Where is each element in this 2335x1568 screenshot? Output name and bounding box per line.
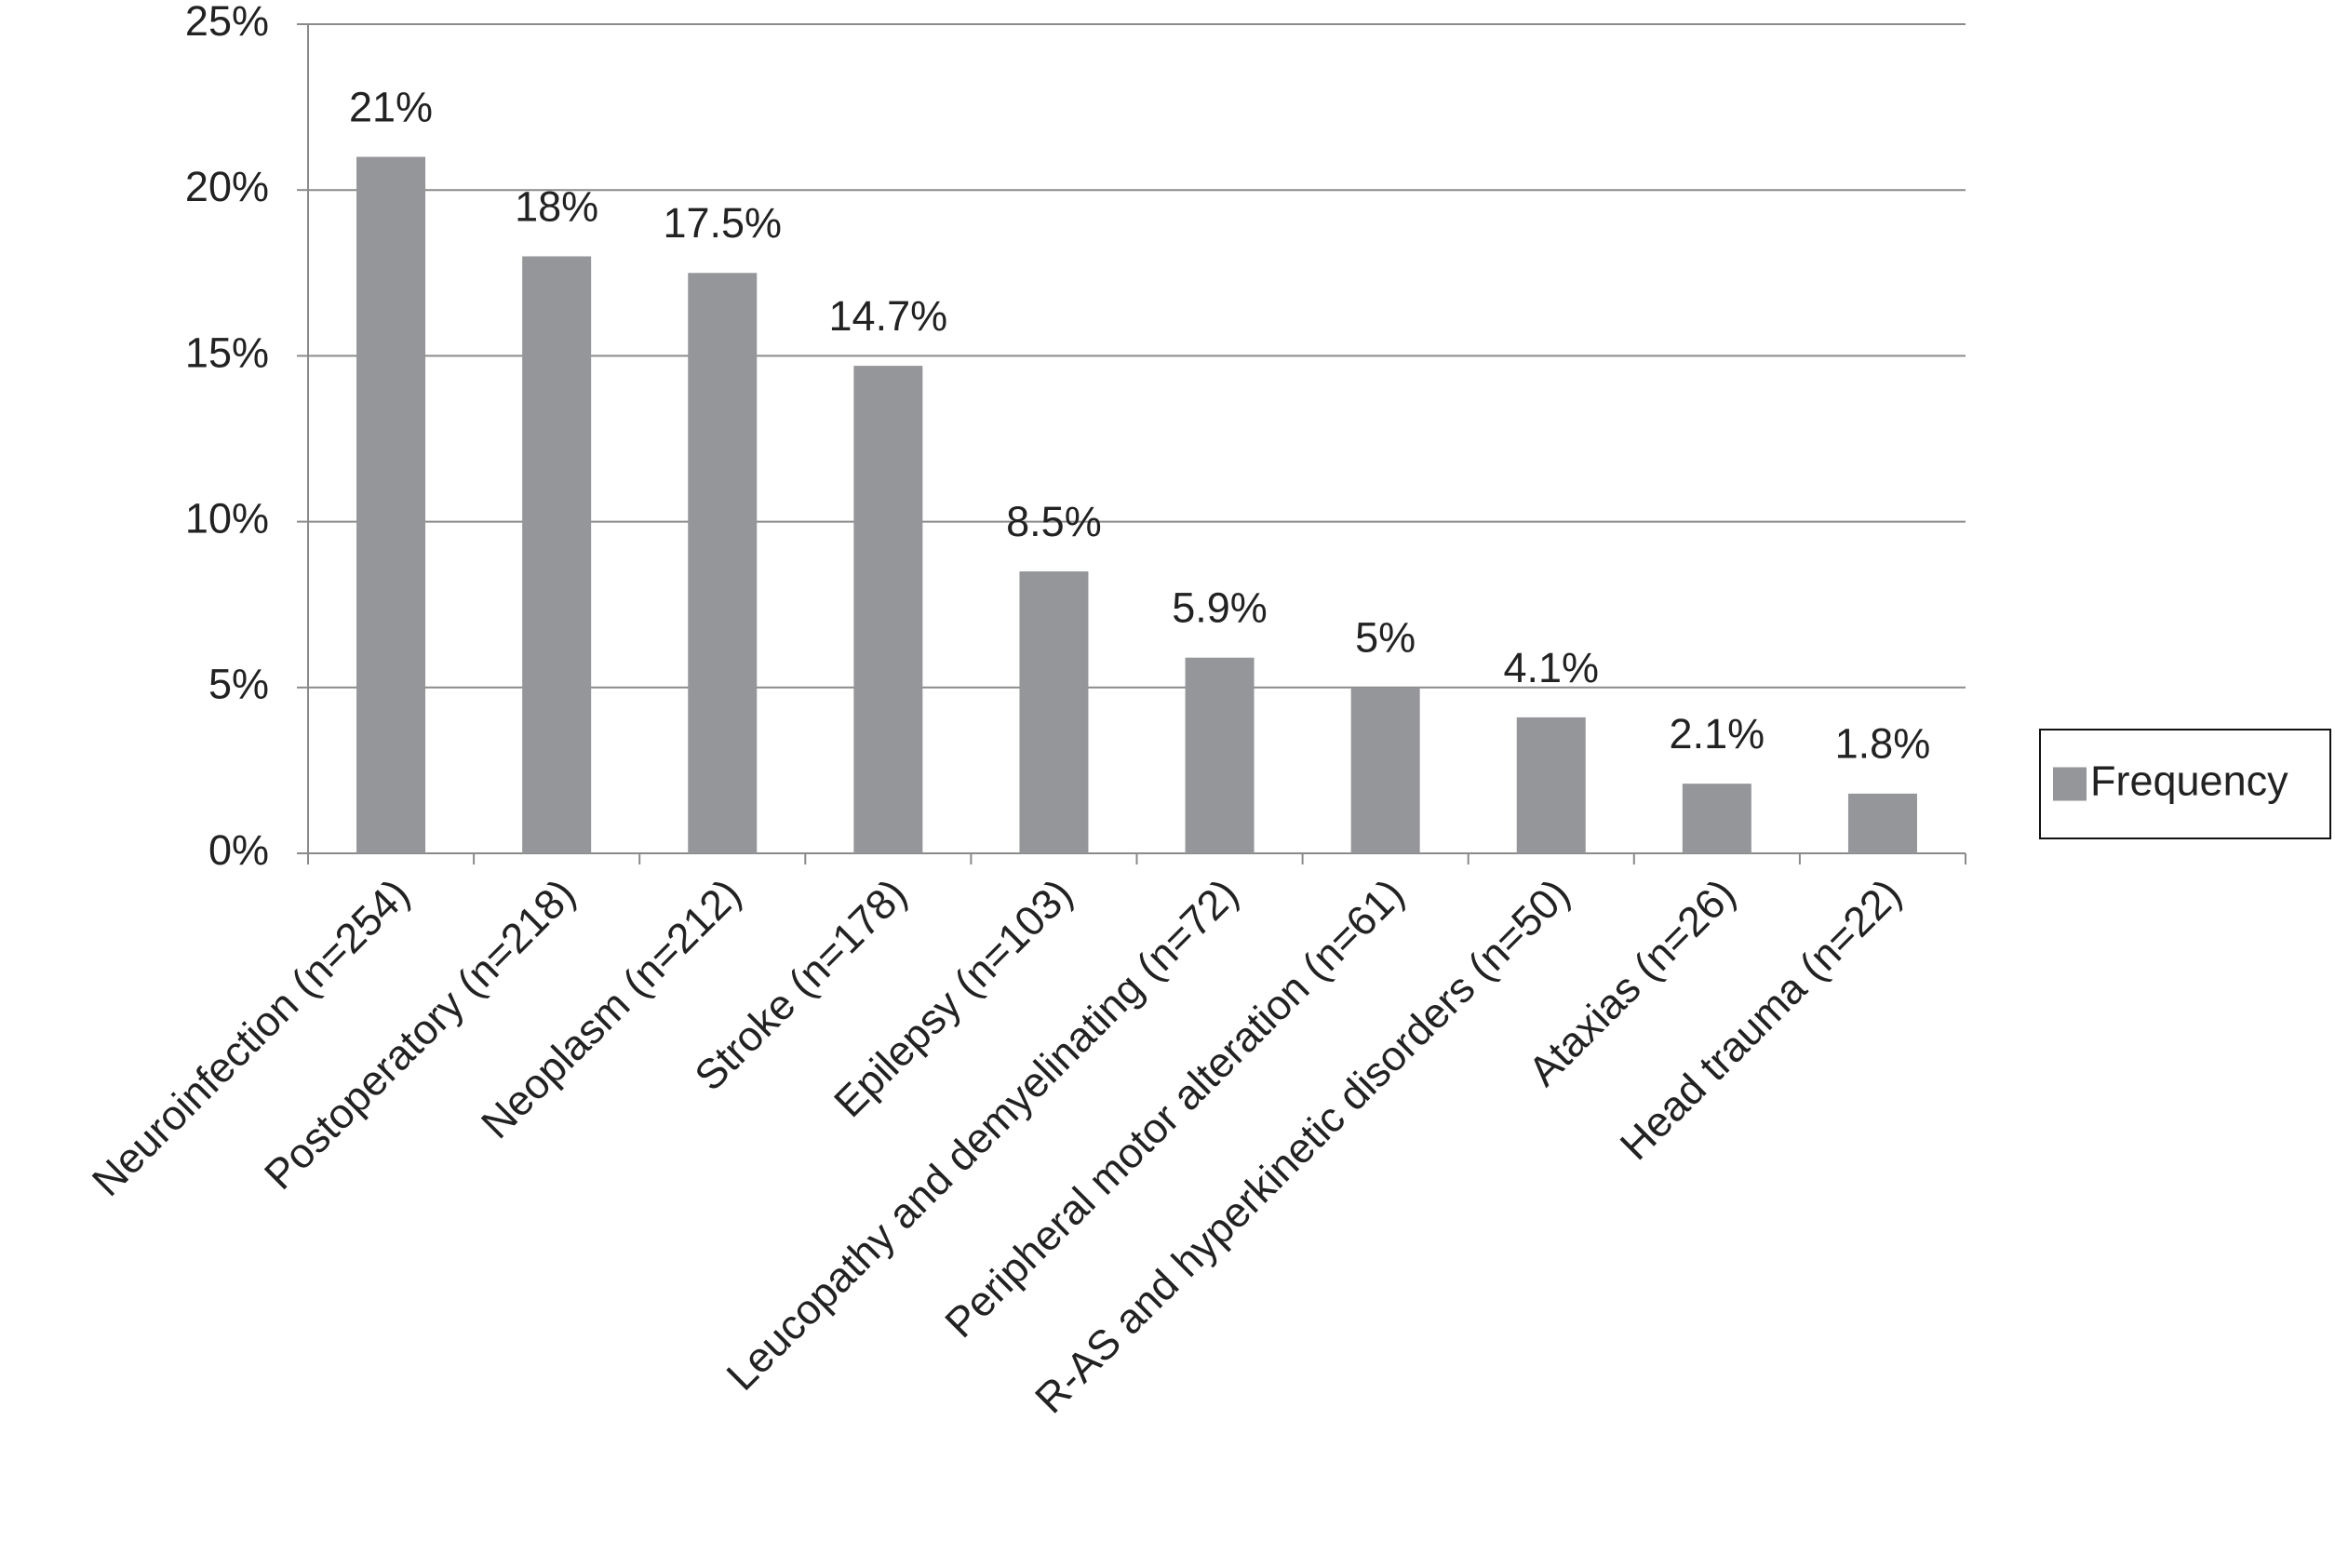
bar [1350, 687, 1420, 853]
legend-label: Frequency [2090, 757, 2288, 804]
value-label: 1.8% [1835, 720, 1931, 768]
value-label: 2.1% [1670, 710, 1765, 757]
y-tick-label: 20% [185, 163, 269, 210]
y-tick-label: 5% [208, 661, 269, 708]
bar [1019, 571, 1089, 853]
value-label: 17.5% [663, 199, 782, 247]
bar [1847, 793, 1917, 853]
bar [1682, 784, 1751, 853]
legend-box [2039, 729, 2331, 839]
y-tick-label: 10% [185, 494, 269, 542]
value-label: 14.7% [829, 292, 948, 340]
x-tick-label: Postoperatory (n=218) [255, 869, 584, 1199]
bar [356, 156, 426, 853]
value-label: 5.9% [1172, 584, 1268, 632]
value-label: 8.5% [1006, 498, 1102, 545]
bar [688, 273, 758, 853]
legend-swatch [2053, 767, 2087, 801]
value-label: 5% [1355, 614, 1416, 662]
y-tick-label: 25% [185, 0, 269, 45]
value-label: 18% [515, 182, 598, 230]
x-tick-label: Head trauma (n=22) [1611, 869, 1911, 1169]
y-tick-label: 15% [185, 328, 269, 376]
bar [1516, 717, 1586, 853]
x-tick-label: Neuroinfection (n=254) [83, 869, 419, 1205]
bar [853, 366, 923, 853]
bar [1185, 657, 1255, 853]
value-label: 21% [349, 83, 433, 130]
y-tick-label: 0% [208, 826, 269, 874]
value-label: 4.1% [1503, 644, 1599, 691]
bar [522, 256, 592, 854]
